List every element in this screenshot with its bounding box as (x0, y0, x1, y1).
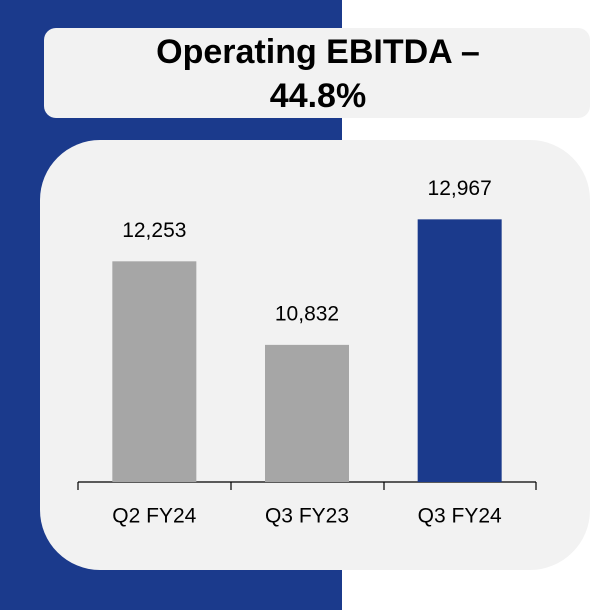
bar (417, 219, 502, 482)
title-box (44, 28, 590, 118)
data-label: 12,967 (428, 177, 492, 200)
data-label: 10,832 (275, 302, 339, 325)
x-tick-label: Q3 FY24 (418, 505, 502, 528)
x-tick-label: Q3 FY23 (265, 505, 349, 528)
chart-title: Operating EBITDA – 44.8% (156, 33, 480, 115)
bar (112, 261, 197, 482)
x-tick-label: Q2 FY24 (112, 505, 196, 528)
data-label: 12,253 (122, 219, 186, 242)
bar (265, 344, 349, 482)
